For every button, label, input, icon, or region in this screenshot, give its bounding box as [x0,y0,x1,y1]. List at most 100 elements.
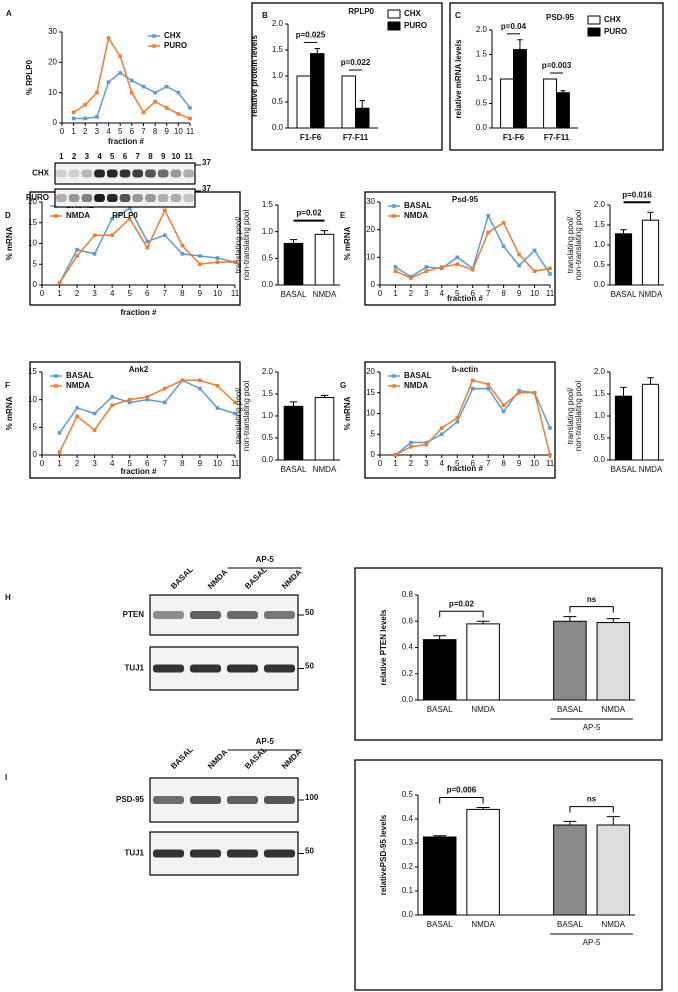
point [163,400,167,405]
band [263,796,296,804]
y-tick-label: 0.0 [402,695,414,704]
point [424,442,429,447]
point [215,384,220,388]
y-tick-label: 30 [48,27,57,36]
y-axis-label: non-translating pool [574,381,583,451]
y-tick-label: 1.0 [594,411,606,420]
bar [283,405,304,461]
error-bar [320,394,329,398]
panel-frame [364,191,556,306]
x-tick-label: 1 [393,459,398,468]
band [183,194,194,202]
band [263,849,296,858]
band [226,664,259,673]
lane-label: BASAL [243,565,269,591]
y-tick-label: 10 [28,395,37,404]
x-tick-label: 3 [92,459,97,468]
band [68,194,80,202]
x-axis-label: fraction # [108,137,145,146]
y-tick-label: 0 [371,280,376,289]
y-tick-label: 10 [366,409,375,418]
point [215,406,220,410]
x-tick-label: NMDA [639,290,663,299]
x-tick-label: 9 [517,289,522,298]
point [233,400,237,405]
band [183,169,194,178]
y-tick-label: 15 [28,367,37,376]
bar [596,824,631,916]
y-tick-label: 0.5 [262,253,274,262]
x-tick-label: NMDA [602,920,626,929]
band [132,169,144,178]
size-marker: 50 [305,847,314,856]
legend-label: BASAL [404,371,432,380]
point [118,71,122,75]
legend-marker [54,374,58,378]
x-tick-label: 6 [145,459,150,468]
x-axis-label: fraction # [447,464,484,473]
point [95,90,99,95]
point [130,90,134,95]
band [56,169,67,178]
band [81,194,93,202]
band [226,611,259,619]
x-tick-label: 1 [57,289,62,298]
panel-letter: I [5,773,7,782]
x-tick-label: F7-F11 [343,133,369,142]
panel-letter: H [5,593,11,602]
band [226,849,259,858]
point [548,272,552,276]
chart-title: Ank2 [129,365,149,374]
y-tick-label: 2.0 [594,367,606,376]
point [145,395,150,399]
y-tick-label: 2.0 [594,200,606,209]
point [127,216,132,221]
significance-label: p=0.02 [296,209,322,218]
x-tick-label: 8 [180,459,185,468]
x-tick-label: NMDA [313,290,337,299]
point [164,84,169,89]
y-tick-label: 1.5 [262,200,274,209]
x-tick-label: 5 [455,459,460,468]
point [75,247,79,252]
point [127,206,132,211]
point [163,233,167,237]
bar [314,233,335,286]
y-tick-label: 0.5 [594,433,606,442]
legend-label: CHX [164,31,182,40]
panel-letter: G [340,381,346,390]
bar [422,836,457,916]
row-label: TUJ1 [124,849,144,858]
band [106,169,118,178]
band [189,611,222,619]
row-label: TUJ1 [124,664,144,673]
lane-label: 9 [161,152,166,161]
y-tick-label: 0.4 [402,814,414,823]
series-line [73,36,191,120]
x-tick-label: 9 [517,459,522,468]
size-marker: 50 [305,608,314,617]
x-tick-label: 5 [118,127,123,136]
band [157,194,169,202]
legend-marker [392,214,396,218]
legend-label: NMDA [404,381,428,390]
x-tick-label: NMDA [313,465,337,474]
x-tick-label: 7 [486,459,491,468]
band [226,796,259,804]
legend-label: NMDA [66,211,90,220]
y-tick-label: 1.5 [594,389,606,398]
legend-marker [54,384,58,388]
error-bar [289,401,298,407]
point [92,411,97,416]
band [189,849,222,858]
point [501,403,506,407]
point [110,395,114,399]
point [440,432,444,437]
bar [466,623,500,701]
y-tick-label: 1.0 [262,227,274,236]
y-axis-label: % mRNA [343,226,352,260]
significance-label: p=0.02 [449,599,475,608]
lane-label: 4 [97,152,102,161]
point [517,252,521,257]
point [501,244,506,249]
